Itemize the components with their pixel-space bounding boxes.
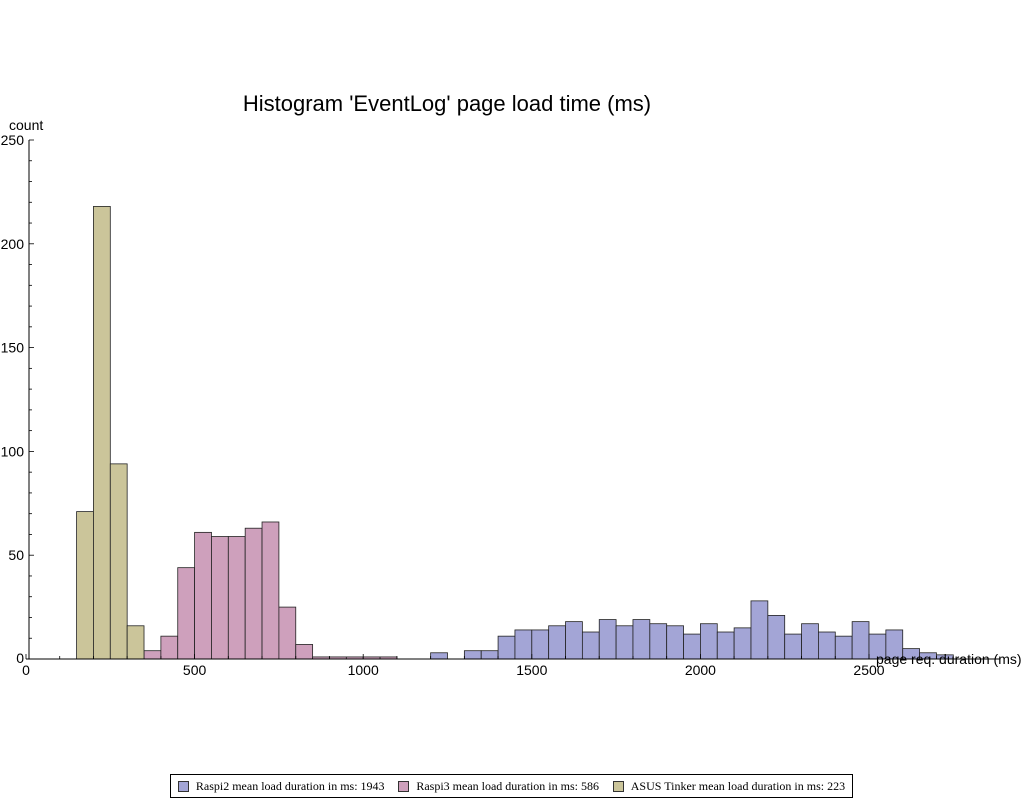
bar-series0-bin1950 — [683, 633, 701, 660]
bar-series0-bin2400 — [834, 635, 853, 660]
legend-label-raspi2: Raspi2 mean load duration in ms: 1943 — [195, 778, 385, 793]
x-tick-label-500: 500 — [183, 662, 207, 678]
bar-series2-bin200 — [93, 206, 111, 660]
y-tick-label-150: 150 — [1, 340, 25, 356]
x-tick-label-2500: 2500 — [853, 662, 884, 678]
bar-series0-bin1450 — [514, 629, 533, 660]
bar-series1-bin400 — [160, 635, 179, 660]
bar-series0-bin1900 — [666, 625, 684, 660]
bar-series0-bin1400 — [497, 635, 516, 660]
bar-series1-bin450 — [177, 567, 196, 660]
x-axis-label: page req. duration (ms) — [876, 651, 1022, 667]
bar-series0-bin1850 — [649, 623, 668, 660]
bar-series2-bin150 — [76, 511, 94, 660]
bar-series0-bin1200 — [430, 652, 448, 660]
x-tick-label-0: 0 — [22, 662, 30, 678]
bar-series0-bin2050 — [716, 631, 735, 660]
bar-series0-bin2450 — [851, 621, 870, 660]
bar-series0-bin1800 — [632, 619, 651, 660]
bar-series0-bin1650 — [581, 631, 600, 660]
y-axis-label: count — [9, 117, 43, 133]
bar-series1-bin350 — [143, 650, 162, 660]
x-tick-label-2000: 2000 — [685, 662, 716, 678]
bar-series1-bin600 — [227, 536, 246, 660]
x-tick-label-1000: 1000 — [348, 662, 379, 678]
bar-series0-bin1500 — [531, 629, 550, 660]
bar-series0-bin1300 — [463, 650, 482, 660]
bar-series0-bin1350 — [480, 650, 499, 660]
bar-series0-bin1550 — [548, 625, 566, 660]
bar-series1-bin800 — [295, 644, 314, 660]
x-tick-label-1500: 1500 — [516, 662, 547, 678]
y-tick-label-200: 200 — [1, 236, 25, 252]
bar-series0-bin2150 — [750, 600, 769, 660]
legend-item-asus-tinker: ASUS Tinker mean load duration in ms: 22… — [612, 778, 846, 794]
bar-series0-bin1750 — [615, 625, 634, 660]
y-tick-label-100: 100 — [1, 443, 25, 459]
bar-series0-bin2350 — [818, 631, 836, 660]
legend-item-raspi2: Raspi2 mean load duration in ms: 1943 — [177, 778, 385, 794]
bar-series1-bin550 — [211, 536, 229, 660]
bar-series1-bin650 — [244, 527, 263, 660]
bar-series2-bin250 — [109, 463, 128, 660]
legend-label-raspi3: Raspi3 mean load duration in ms: 586 — [416, 778, 599, 793]
legend-swatch-raspi2 — [177, 780, 189, 792]
bar-series0-bin2000 — [700, 623, 718, 660]
bar-series2-bin300 — [126, 625, 145, 660]
bar-series1-bin700 — [261, 521, 280, 660]
bar-series0-bin1700 — [598, 619, 617, 660]
legend: Raspi2 mean load duration in ms: 1943 Ra… — [170, 774, 853, 798]
bar-series0-bin1600 — [565, 621, 583, 660]
bar-series1-bin500 — [194, 531, 212, 660]
y-tick-label-0: 0 — [16, 650, 24, 666]
bar-series0-bin2200 — [767, 615, 786, 660]
legend-swatch-asus-tinker — [612, 780, 624, 792]
bar-series0-bin2300 — [801, 623, 819, 660]
bar-series0-bin2100 — [733, 627, 752, 660]
chart-title: Histogram 'EventLog' page load time (ms) — [243, 91, 651, 116]
legend-label-asus-tinker: ASUS Tinker mean load duration in ms: 22… — [630, 778, 846, 793]
bar-series0-bin2250 — [784, 633, 802, 660]
bars-layer — [76, 206, 954, 660]
legend-swatch-raspi3 — [398, 780, 410, 792]
legend-item-raspi3: Raspi3 mean load duration in ms: 586 — [398, 779, 599, 794]
y-tick-label-250: 250 — [1, 132, 25, 148]
y-tick-label-50: 50 — [8, 547, 24, 563]
bar-series1-bin750 — [278, 606, 297, 660]
